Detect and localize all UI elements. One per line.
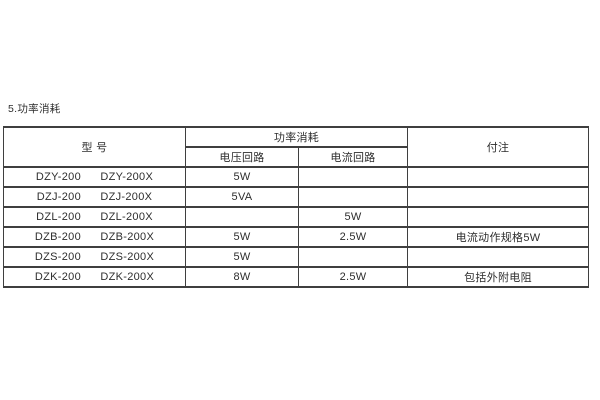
column-header-current-circuit: 电流回路 (297, 146, 409, 168)
model-name-b: DZY-200X (100, 171, 154, 183)
table-row: DZS-200 DZS-200X 5W (3, 246, 590, 268)
remark-cell (407, 166, 590, 188)
model-name-a: DZL-200 (36, 211, 81, 223)
model-cell: DZK-200 DZK-200X (3, 266, 186, 288)
remark-cell (407, 206, 590, 228)
remark-cell (407, 186, 590, 208)
remark-cell: 包括外附电阻 (407, 266, 590, 288)
current-circuit-cell (297, 246, 409, 268)
table-row: DZB-200 DZB-200X 5W 2.5W 电流动作规格5W (3, 226, 590, 248)
model-name-a: DZS-200 (34, 251, 81, 263)
column-header-remark: 付注 (407, 126, 590, 168)
voltage-circuit-cell: 5VA (185, 186, 299, 208)
current-circuit-cell: 5W (297, 206, 409, 228)
model-name-a: DZB-200 (34, 231, 81, 243)
current-circuit-cell (297, 166, 409, 188)
voltage-circuit-cell: 5W (185, 246, 299, 268)
model-cell: DZJ-200 DZJ-200X (3, 186, 186, 208)
model-cell: DZY-200 DZY-200X (3, 166, 186, 188)
model-name-a: DZY-200 (35, 171, 81, 183)
power-consumption-table: 型 号 功率消耗 付注 电压回路 电流回路 DZY-200 DZY-200X 5… (3, 126, 590, 288)
table-row: DZY-200 DZY-200X 5W (3, 166, 590, 188)
model-name-a: DZK-200 (34, 271, 81, 283)
column-header-power-consumption: 功率消耗 (184, 126, 409, 148)
table-row: DZJ-200 DZJ-200X 5VA (3, 186, 590, 208)
header-row-1: 型 号 功率消耗 付注 (3, 126, 590, 168)
current-circuit-cell: 2.5W (297, 226, 409, 248)
voltage-circuit-cell: 8W (185, 266, 299, 288)
section-title: 5.功率消耗 (8, 103, 61, 115)
current-circuit-cell: 2.5W (297, 266, 409, 288)
voltage-circuit-cell (185, 206, 299, 228)
table-row: DZK-200 DZK-200X 8W 2.5W 包括外附电阻 (3, 266, 590, 288)
model-name-b: DZJ-200X (100, 191, 153, 203)
remark-cell (407, 246, 590, 268)
model-name-b: DZS-200X (100, 251, 155, 263)
header-row-2: 电压回路 电流回路 (4, 146, 589, 168)
remark-cell: 电流动作规格5W (407, 226, 590, 248)
model-name-a: DZJ-200 (36, 191, 81, 203)
model-name-b: DZB-200X (100, 231, 155, 243)
model-name-b: DZL-200X (100, 211, 153, 223)
voltage-circuit-cell: 5W (185, 166, 299, 188)
model-name-b: DZK-200X (100, 271, 155, 283)
model-cell: DZS-200 DZS-200X (3, 246, 186, 268)
current-circuit-cell (297, 186, 409, 208)
column-header-voltage-circuit: 电压回路 (185, 146, 299, 168)
voltage-circuit-cell: 5W (185, 226, 299, 248)
column-header-model: 型 号 (3, 126, 186, 168)
model-cell: DZL-200 DZL-200X (3, 206, 186, 228)
table-row: DZL-200 DZL-200X 5W (3, 206, 590, 228)
model-cell: DZB-200 DZB-200X (3, 226, 186, 248)
